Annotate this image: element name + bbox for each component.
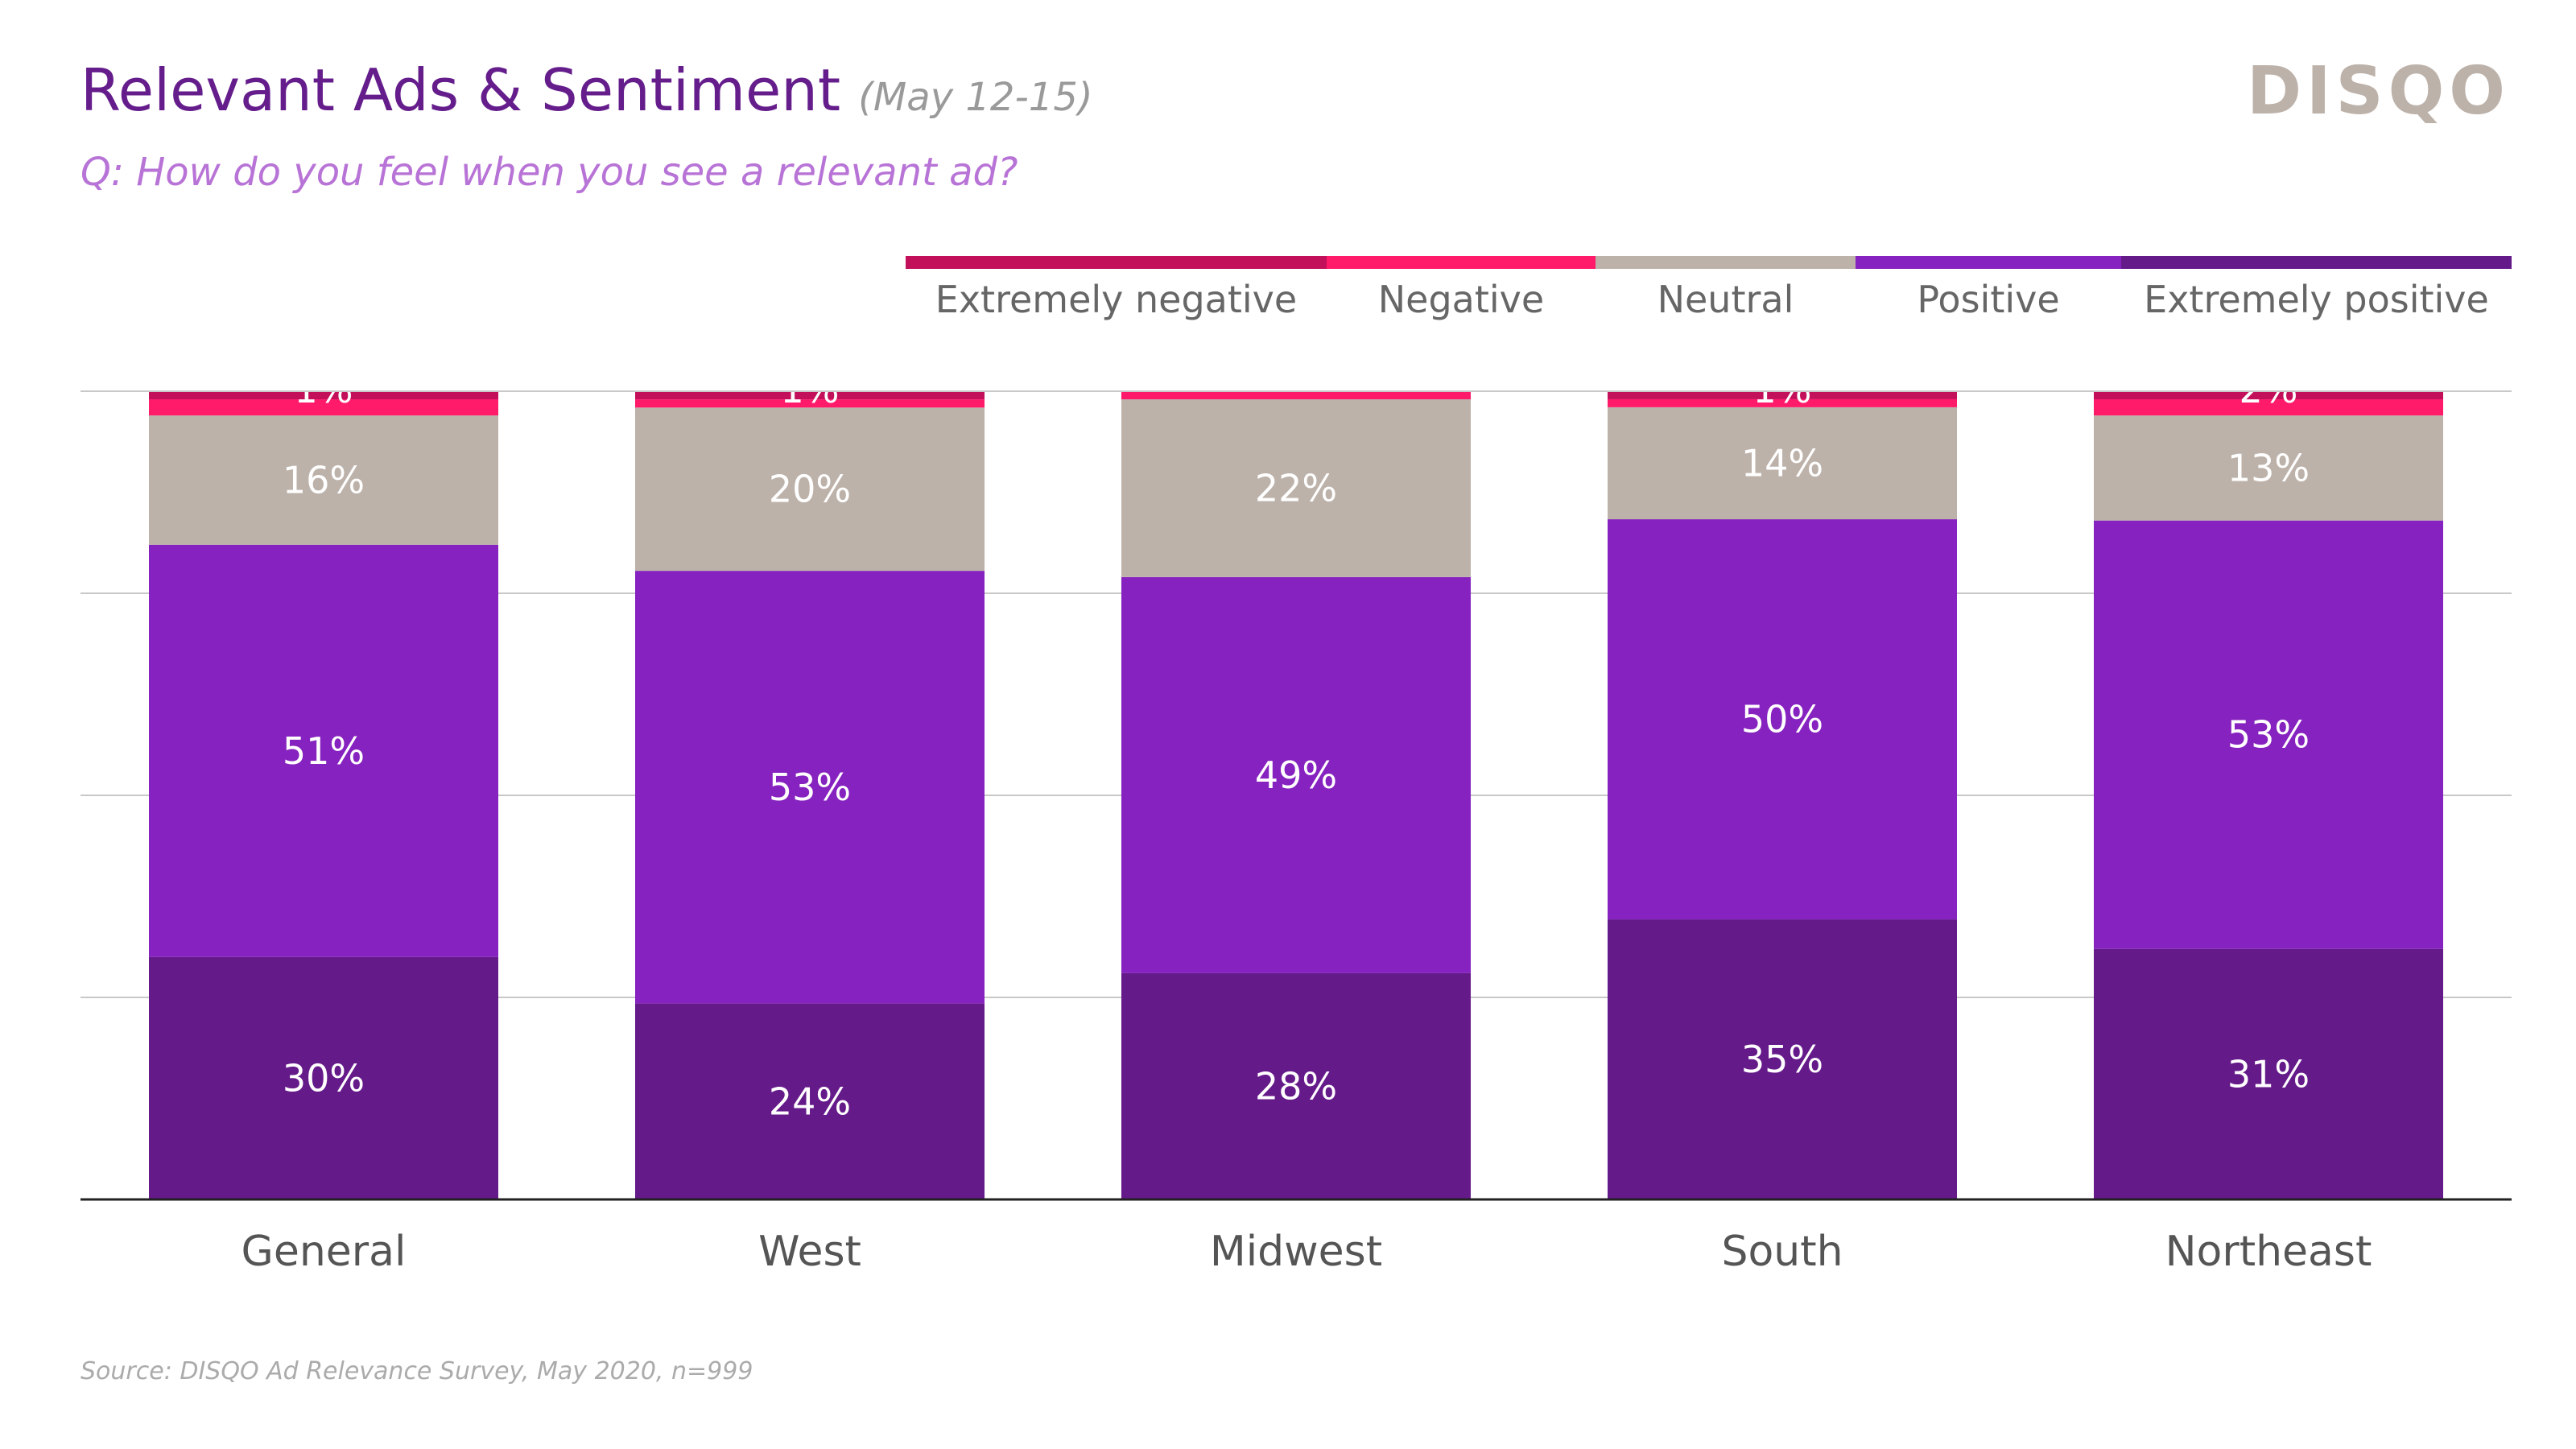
data-label: 50%	[1741, 698, 1823, 741]
legend-swatch-negative	[1327, 256, 1596, 269]
chart-title: Relevant Ads & Sentiment (May 12-15)	[80, 56, 1093, 124]
bar-segment-northeast-positive	[2094, 520, 2443, 949]
data-label: 16%	[283, 458, 365, 502]
bar-segment-west-positive	[635, 571, 985, 1004]
bar-segment-west-extremely-negative	[635, 391, 985, 400]
disqo-logo: DISQO	[2246, 53, 2510, 130]
data-label: 13%	[2227, 446, 2310, 489]
x-tick-label: South	[1721, 1228, 1843, 1276]
bar-segment-midwest-neutral	[1121, 399, 1471, 577]
legend-swatch-extremely-positive	[2121, 256, 2512, 269]
source-note: Source: DISQO Ad Relevance Survey, May 2…	[80, 1357, 753, 1385]
data-label: 49%	[1255, 753, 1337, 797]
x-tick-label: General	[242, 1228, 407, 1276]
legend-swatch-positive	[1856, 256, 2121, 269]
data-label: 14%	[1741, 441, 1823, 485]
x-tick-label: West	[758, 1228, 861, 1276]
data-label: 20%	[769, 468, 851, 511]
data-label: 51%	[283, 729, 365, 773]
bar-segment-general-positive	[149, 544, 498, 957]
bar-segment-south-extremely-negative	[1608, 391, 1957, 399]
top-mask	[80, 351, 2512, 390]
question-subtitle: Q: How do you feel when you see a releva…	[80, 150, 1018, 195]
data-label: 53%	[2227, 713, 2310, 757]
bar-segment-south-neutral	[1608, 407, 1957, 520]
legend-label: Positive	[1917, 278, 2059, 321]
bar-segment-midwest-positive	[1121, 576, 1471, 973]
bar-segment-general-extremely-positive	[149, 956, 498, 1199]
data-label: 35%	[1741, 1038, 1823, 1081]
legend-swatch-neutral	[1596, 256, 1856, 269]
data-label: 30%	[283, 1056, 365, 1100]
bar-segment-general-neutral	[149, 415, 498, 545]
legend-label: Extremely positive	[2144, 278, 2489, 321]
bar-segment-west-neutral	[635, 407, 985, 572]
data-label: 53%	[769, 766, 851, 809]
bar-segment-northeast-extremely-positive	[2094, 948, 2443, 1199]
data-label: 31%	[2227, 1052, 2310, 1096]
bar-segment-midwest-extremely-positive	[1121, 972, 1471, 1199]
x-tick-label: Midwest	[1210, 1228, 1382, 1276]
legend-label: Negative	[1378, 278, 1544, 321]
bar-segment-west-negative	[635, 399, 985, 408]
bar-segment-northeast-negative	[2094, 399, 2443, 416]
legend-swatch-extremely-negative	[906, 256, 1327, 269]
bar-segment-south-negative	[1608, 398, 1957, 407]
legend-label: Neutral	[1657, 278, 1794, 321]
bar-segment-south-extremely-positive	[1608, 919, 1957, 1199]
title-date: (May 12-15)	[858, 75, 1093, 120]
data-label: 22%	[1255, 466, 1337, 510]
title-text: Relevant Ads & Sentiment	[80, 56, 841, 124]
bar-segment-midwest-negative	[1121, 391, 1471, 400]
bar-segment-northeast-neutral	[2094, 415, 2443, 521]
bar-segment-general-negative	[149, 399, 498, 416]
x-tick-label: Northeast	[2165, 1228, 2372, 1276]
data-label: 28%	[1255, 1064, 1337, 1108]
legend-label: Extremely negative	[935, 278, 1297, 321]
bar-segment-west-extremely-positive	[635, 1003, 985, 1199]
bar-segment-general-extremely-negative	[149, 391, 498, 400]
bar-segment-south-positive	[1608, 519, 1957, 920]
data-label: 24%	[769, 1080, 851, 1123]
bar-segment-northeast-extremely-negative	[2094, 391, 2443, 400]
